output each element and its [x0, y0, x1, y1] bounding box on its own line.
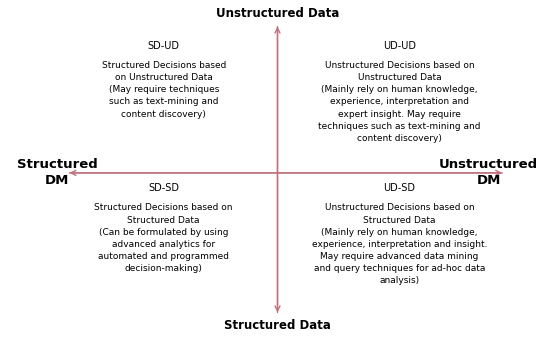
Text: Unstructured Decisions based on
Unstructured Data
(Mainly rely on human knowledg: Unstructured Decisions based on Unstruct… — [319, 61, 481, 143]
Text: Unstructured Data: Unstructured Data — [216, 7, 339, 20]
Text: Structured Decisions based on
Structured Data
(Can be formulated by using
advanc: Structured Decisions based on Structured… — [94, 203, 233, 273]
Text: Unstructured Decisions based on
Structured Data
(Mainly rely on human knowledge,: Unstructured Decisions based on Structur… — [312, 203, 487, 285]
Text: Structured Decisions based
on Unstructured Data
(May require techniques
such as : Structured Decisions based on Unstructur… — [102, 61, 226, 119]
Text: UD-UD: UD-UD — [383, 41, 416, 51]
Text: Structured Data: Structured Data — [224, 319, 331, 332]
Text: Structured
DM: Structured DM — [17, 158, 97, 187]
Text: UD-SD: UD-SD — [384, 183, 416, 193]
Text: SD-UD: SD-UD — [148, 41, 180, 51]
Text: Unstructured
DM: Unstructured DM — [439, 158, 538, 187]
Text: SD-SD: SD-SD — [148, 183, 179, 193]
